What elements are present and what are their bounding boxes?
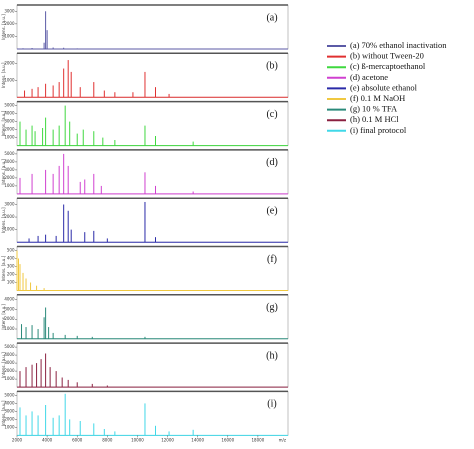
y-tick-label: 4000 <box>4 297 15 302</box>
y-tick-label: 2000 <box>4 21 15 26</box>
y-tick-label: 4000 <box>4 159 15 164</box>
x-tick-label: 10000 <box>131 437 144 442</box>
y-tick-label: 4000 <box>4 352 15 357</box>
y-tick-label: 2000 <box>4 127 15 132</box>
x-tick-label: 14000 <box>191 437 204 442</box>
y-tick-label: 300 <box>7 264 15 269</box>
legend-label: (b) without Tween-20 <box>350 51 424 61</box>
y-tick-label: 3000 <box>4 167 15 172</box>
panel-label: (h) <box>266 350 278 361</box>
panel-frame <box>16 342 289 388</box>
panel-label: (c) <box>266 109 277 120</box>
y-tick-label: 2000 <box>4 316 15 321</box>
y-tick-label: 400 <box>7 256 15 261</box>
x-tick-label: 12000 <box>161 437 174 442</box>
legend-label: (f) 0.1 M NaOH <box>350 93 405 103</box>
y-tick-label: 200 <box>7 272 15 277</box>
x-tick-label: 2000 <box>12 437 23 442</box>
legend-label: (g) 10 % TFA <box>350 104 398 114</box>
y-axis-label: Intens. [a.u.] <box>1 159 6 185</box>
y-tick-label: 1000 <box>4 33 15 38</box>
y-tick-label: 1000 <box>4 376 15 381</box>
x-axis-label: m/z <box>279 437 286 442</box>
y-axis-label: Intens. [a.u.] <box>1 352 6 378</box>
y-tick-label: 3000 <box>4 306 15 311</box>
y-axis-label: Intens. [a.u.] <box>1 207 6 233</box>
y-axis-label: Intens. [a.u.] <box>1 110 6 136</box>
legend-label: (c) ß-mercaptoethanol <box>350 61 426 71</box>
legend-label: (i) final protocol <box>350 125 407 135</box>
y-tick-label: 3000 <box>4 119 15 124</box>
y-tick-label: 5000 <box>4 344 15 349</box>
y-axis-label: Intens. [a.u.] <box>1 255 6 281</box>
panel-frame <box>16 197 289 243</box>
x-tick-label: 18000 <box>252 437 265 442</box>
panel-frame <box>16 101 289 146</box>
y-tick-label: 5000 <box>4 103 15 108</box>
y-tick-label: 3000 <box>4 360 15 365</box>
y-tick-label: 2000 <box>4 416 15 421</box>
y-tick-label: 3000 <box>4 8 15 13</box>
y-tick-label: 1000 <box>4 227 15 232</box>
y-tick-label: 1000 <box>4 424 15 429</box>
y-tick-label: 3000 <box>4 408 15 413</box>
legend-label: (e) absolute ethanol <box>350 82 418 92</box>
panel-label: (g) <box>266 302 278 313</box>
y-tick-label: 500 <box>7 248 15 253</box>
panel-label: (d) <box>266 157 278 168</box>
y-tick-label: 4000 <box>4 111 15 116</box>
legend-label: (a) 70% ethanol inactivation <box>350 40 447 50</box>
y-tick-label: 5000 <box>4 151 15 156</box>
y-tick-label: 1000 <box>4 326 15 331</box>
y-tick-label: 1000 <box>4 77 15 82</box>
y-axis-label: Intens. [a.u.] <box>1 62 6 88</box>
x-tick-label: 6000 <box>72 437 83 442</box>
x-tick-label: 16000 <box>221 437 234 442</box>
y-tick-label: 1000 <box>4 135 15 140</box>
y-tick-label: 5000 <box>4 392 15 397</box>
y-axis-label: Intens. [a.u.] <box>1 400 6 426</box>
y-tick-label: 1000 <box>4 183 15 188</box>
panel-frame <box>16 246 289 291</box>
panel-label: (f) <box>267 254 277 265</box>
panel-frame <box>16 149 289 195</box>
panel-label: (a) <box>266 12 277 23</box>
panel-frame <box>16 52 289 98</box>
x-tick-label: 8000 <box>102 437 113 442</box>
y-tick-label: 100 <box>7 280 15 285</box>
legend-label: (h) 0.1 M HCl <box>350 114 399 124</box>
panel-label: (b) <box>266 61 278 72</box>
y-axis-label: Intens. [a.u.] <box>1 14 6 40</box>
panel-label: (i) <box>267 399 276 410</box>
panel-label: (e) <box>266 205 277 216</box>
y-tick-label: 4000 <box>4 400 15 405</box>
panel-frame <box>16 391 289 436</box>
panel-frame <box>16 4 289 50</box>
y-axis-label: Intens. [a.u.] <box>1 304 6 330</box>
y-tick-label: 2000 <box>4 175 15 180</box>
y-tick-label: 3000 <box>4 201 15 206</box>
panel-frame <box>16 294 289 340</box>
legend-label: (d) acetone <box>350 72 388 82</box>
y-tick-label: 2000 <box>4 60 15 65</box>
y-tick-label: 2000 <box>4 214 15 219</box>
x-tick-label: 4000 <box>42 437 53 442</box>
y-tick-label: 2000 <box>4 368 15 373</box>
